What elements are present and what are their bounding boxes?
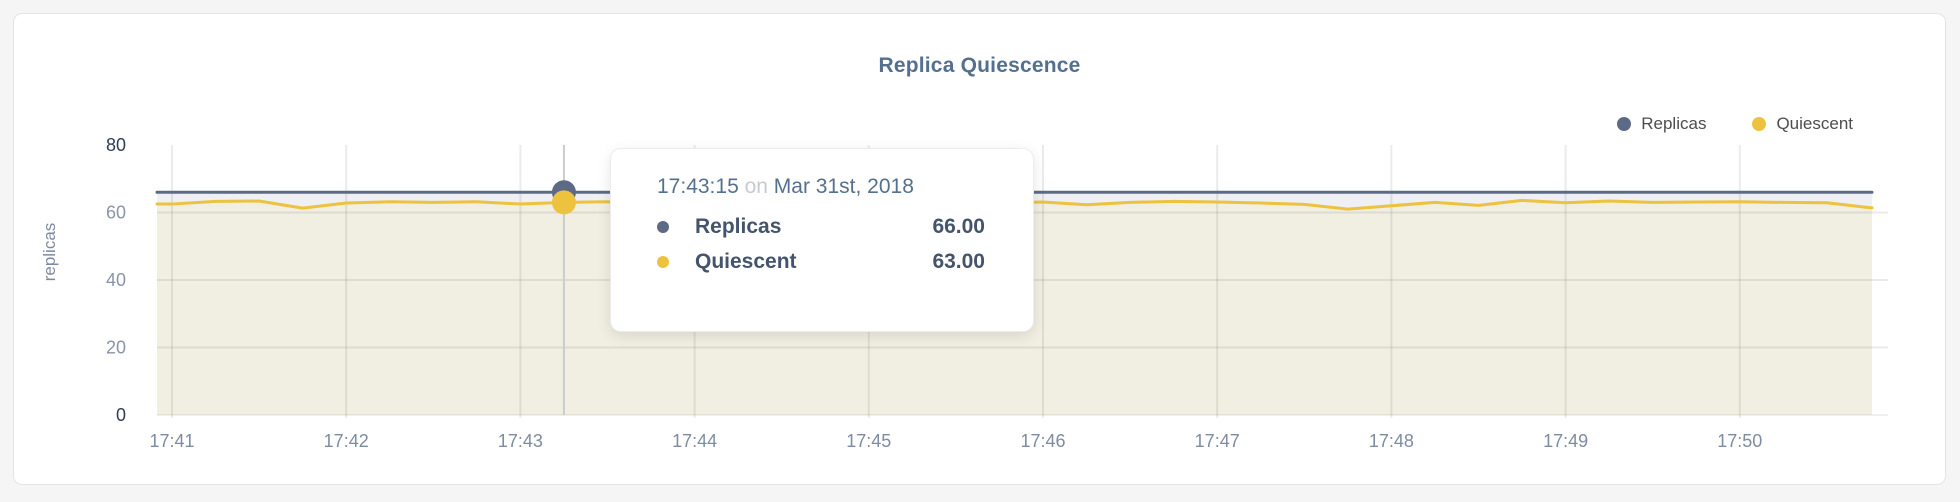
tooltip-row-replicas: Replicas 66.00 [657,215,985,239]
y-tick-label: 0 [116,405,126,425]
tooltip-quiescent-label: Quiescent [695,250,797,273]
chart-tooltip: 17:43:15 on Mar 31st, 2018 Replicas 66.0… [610,148,1034,332]
tooltip-time: 17:43:15 [657,175,739,198]
legend-label-quiescent: Quiescent [1776,114,1853,133]
tooltip-quiescent-value: 63.00 [932,250,985,273]
x-tick-label: 17:50 [1717,431,1762,451]
replicas-legend-dot-icon [1617,117,1632,131]
x-tick-label: 17:48 [1369,431,1414,451]
tooltip-replicas-dot-icon [657,221,669,233]
legend-label-replicas: Replicas [1641,114,1707,133]
x-tick-label: 17:44 [672,431,717,451]
legend-item-replicas[interactable]: Replicas [1617,114,1706,134]
quiescent-highlight-dot [551,190,576,215]
chart-title: Replica Quiescence [878,54,1081,77]
tooltip-replicas-label: Replicas [695,215,782,238]
chart-card: Replica Quiescence Replicas Quiescent re… [13,13,1946,485]
x-tick-label: 17:47 [1195,431,1240,451]
x-tick-label: 17:42 [324,431,369,451]
legend-item-quiescent[interactable]: Quiescent [1752,114,1853,134]
y-tick-label: 20 [106,338,126,358]
quiescent-legend-dot-icon [1752,117,1767,131]
tooltip-replicas-value: 66.00 [932,215,985,238]
x-tick-label: 17:49 [1543,431,1588,451]
tooltip-date: Mar 31st, 2018 [773,175,914,198]
y-tick-label: 40 [106,270,126,290]
tooltip-conjunction: on [744,175,768,198]
tooltip-row-quiescent: Quiescent 63.00 [657,250,985,274]
tooltip-header: 17:43:15 on Mar 31st, 2018 [657,175,985,199]
y-tick-label: 60 [106,203,126,223]
tooltip-quiescent-dot-icon [657,256,669,268]
x-tick-label: 17:46 [1020,431,1065,451]
x-tick-label: 17:43 [498,431,543,451]
x-tick-label: 17:41 [149,431,194,451]
legend: Replicas Quiescent [1617,114,1853,134]
y-tick-label: 80 [106,135,126,155]
x-tick-label: 17:45 [846,431,891,451]
